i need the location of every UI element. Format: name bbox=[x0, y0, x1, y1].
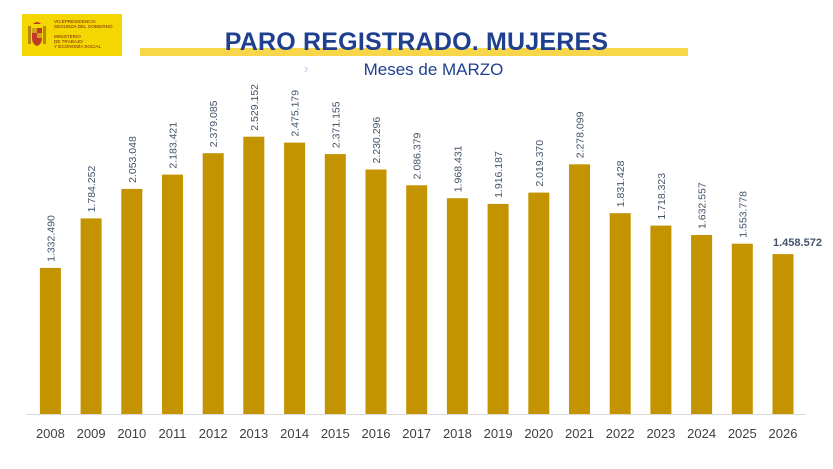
data-label-2015: 2.371.155 bbox=[330, 101, 342, 148]
x-tick-label-2020: 2020 bbox=[524, 426, 553, 441]
government-logo: VICEPRESIDENCIA SEGUNDA DEL GOBIERNO MIN… bbox=[22, 14, 122, 56]
bar-2013 bbox=[243, 136, 265, 414]
data-label-2021: 2.278.099 bbox=[575, 111, 587, 158]
bar-2018 bbox=[446, 198, 468, 414]
bar-2014 bbox=[284, 142, 306, 414]
data-label-2010: 2.053.048 bbox=[127, 136, 139, 183]
x-tick-label-2011: 2011 bbox=[159, 426, 187, 441]
data-label-2018: 1.968.431 bbox=[452, 145, 464, 192]
bar-2008 bbox=[39, 267, 61, 414]
bar-2012 bbox=[202, 153, 224, 414]
logo-text-vicepresidencia: VICEPRESIDENCIA SEGUNDA DEL GOBIERNO bbox=[54, 19, 113, 30]
x-tick-label-2016: 2016 bbox=[362, 426, 391, 441]
x-tick-label-2014: 2014 bbox=[280, 426, 309, 441]
title-underline-bar bbox=[140, 48, 688, 56]
x-tick-label-2010: 2010 bbox=[117, 426, 146, 441]
bar-2019 bbox=[487, 203, 509, 414]
bar-2024 bbox=[691, 235, 713, 414]
bar-2026 bbox=[772, 254, 794, 414]
page-title: PARO REGISTRADO. MUJERES bbox=[224, 28, 609, 56]
bar-2021 bbox=[569, 164, 590, 414]
data-label-2009: 1.784.252 bbox=[86, 166, 98, 213]
coat-of-arms-icon bbox=[28, 22, 46, 46]
data-label-2012: 2.379.085 bbox=[208, 100, 220, 147]
x-tick-label-2017: 2017 bbox=[402, 426, 431, 441]
bar-2015 bbox=[324, 154, 346, 414]
data-label-2008: 1.332.490 bbox=[45, 215, 57, 262]
x-tick-label-2009: 2009 bbox=[77, 426, 106, 441]
x-tick-label-2008: 2008 bbox=[36, 426, 65, 441]
bar-2025 bbox=[731, 243, 753, 414]
bar-2010 bbox=[121, 188, 143, 414]
data-label-2011: 2.183.421 bbox=[168, 122, 180, 169]
x-tick-label-2019: 2019 bbox=[484, 426, 513, 441]
data-label-2014: 2.475.179 bbox=[290, 90, 302, 137]
x-tick-label-2015: 2015 bbox=[321, 426, 350, 441]
bar-2009 bbox=[80, 218, 102, 414]
bar-2023 bbox=[650, 225, 672, 414]
data-label-2025: 1.553.778 bbox=[737, 191, 749, 238]
bar-2017 bbox=[406, 185, 428, 414]
x-tick-label-2023: 2023 bbox=[646, 426, 675, 441]
data-label-2023: 1.718.323 bbox=[656, 173, 668, 220]
x-tick-label-2018: 2018 bbox=[443, 426, 472, 441]
data-label-2013: 2.529.152 bbox=[249, 84, 261, 131]
x-tick-label-2024: 2024 bbox=[687, 426, 716, 441]
bar-2020 bbox=[528, 192, 550, 414]
data-label-2026: 1.458.572 bbox=[773, 237, 822, 249]
data-label-2024: 1.632.557 bbox=[697, 182, 709, 229]
x-tick-label-2012: 2012 bbox=[199, 426, 228, 441]
data-label-2016: 2.230.296 bbox=[371, 117, 383, 164]
bar-2011 bbox=[162, 174, 183, 414]
x-tick-label-2026: 2026 bbox=[769, 426, 798, 441]
bar-2022 bbox=[609, 213, 631, 414]
page-subtitle: Meses de MARZO bbox=[363, 60, 504, 79]
data-label-2020: 2.019.370 bbox=[534, 140, 546, 187]
x-tick-label-2021: 2021 bbox=[565, 426, 594, 441]
logo-text-ministerio: MINISTERIO DE TRABAJO Y ECONOMÍA SOCIAL bbox=[54, 34, 102, 50]
data-label-2017: 2.086.379 bbox=[412, 132, 424, 179]
x-tick-label-2025: 2025 bbox=[728, 426, 757, 441]
data-label-2019: 1.916.187 bbox=[493, 151, 505, 198]
subtitle-arrow-icon: › bbox=[304, 61, 309, 76]
x-tick-label-2013: 2013 bbox=[239, 426, 268, 441]
data-label-2022: 1.831.428 bbox=[615, 160, 627, 207]
x-tick-label-2022: 2022 bbox=[606, 426, 635, 441]
bar-2016 bbox=[365, 169, 387, 414]
